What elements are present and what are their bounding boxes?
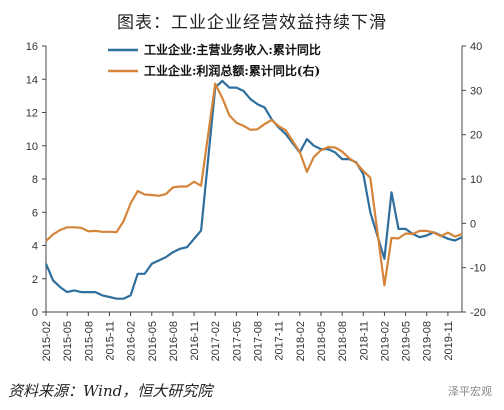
chart-axes [45,46,463,313]
series-lines [44,79,463,300]
x-tick-label: 2019-05 [401,321,413,361]
x-tick-label: 2018-11 [358,321,370,361]
left-tick-label: 10 [26,141,38,153]
x-axis-ticks: 2015-02 2015-05 2015-08 2015-11 2016-02 2016-… [41,312,455,361]
chart-title: 图表：工业企业经营效益持续下滑 [117,13,387,33]
x-tick-label: 2018-02 [295,321,307,361]
x-tick-label: 2016-11 [189,321,201,361]
x-tick-label: 2019-11 [443,321,455,361]
left-tick-label: 0 [32,307,38,319]
x-tick-label: 2015-02 [41,321,53,361]
right-tick-label: -20 [470,307,486,319]
x-tick-label: 2019-02 [379,321,391,361]
left-tick-label: 2 [32,274,38,286]
right-tick-label: 30 [470,85,482,97]
x-tick-label: 2016-05 [147,321,159,361]
left-tick-label: 12 [26,108,38,120]
left-axis-ticks: 0 2 4 6 8 10 12 14 16 [26,41,46,319]
legend-label-2: 工业企业:利润总额:累计同比(右) [144,63,320,78]
x-tick-label: 2017-02 [210,321,222,361]
x-tick-label: 2017-11 [274,321,286,361]
watermark: 泽平宏观 [448,385,492,398]
left-tick-label: 16 [26,41,38,53]
source-note: 资料来源：Wind，恒大研究院 [8,382,213,400]
right-axis-ticks: -20 -10 0 10 20 30 40 [462,41,486,319]
right-tick-label: -10 [470,263,486,275]
x-tick-label: 2016-08 [168,321,180,361]
x-tick-label: 2018-08 [337,321,349,361]
x-tick-label: 2019-08 [422,321,434,361]
left-tick-label: 6 [32,207,38,219]
right-tick-label: 20 [470,130,482,142]
x-tick-label: 2015-11 [104,321,116,361]
x-tick-label: 2016-02 [126,321,138,361]
x-tick-label: 2017-08 [253,321,265,361]
series-line-2 [45,82,463,287]
x-tick-label: 2015-05 [62,321,74,361]
left-tick-label: 8 [32,174,38,186]
left-tick-label: 14 [26,74,38,86]
x-tick-label: 2017-05 [231,321,243,361]
x-tick-label: 2018-05 [316,321,328,361]
x-tick-label: 2015-08 [83,321,95,361]
series-line-1 [44,79,463,300]
right-tick-label: 40 [470,41,482,53]
right-tick-label: 0 [470,218,476,230]
legend-label-1: 工业企业:主营业务收入:累计同比 [144,42,321,57]
right-tick-label: 10 [470,174,482,186]
left-tick-label: 4 [32,241,38,253]
